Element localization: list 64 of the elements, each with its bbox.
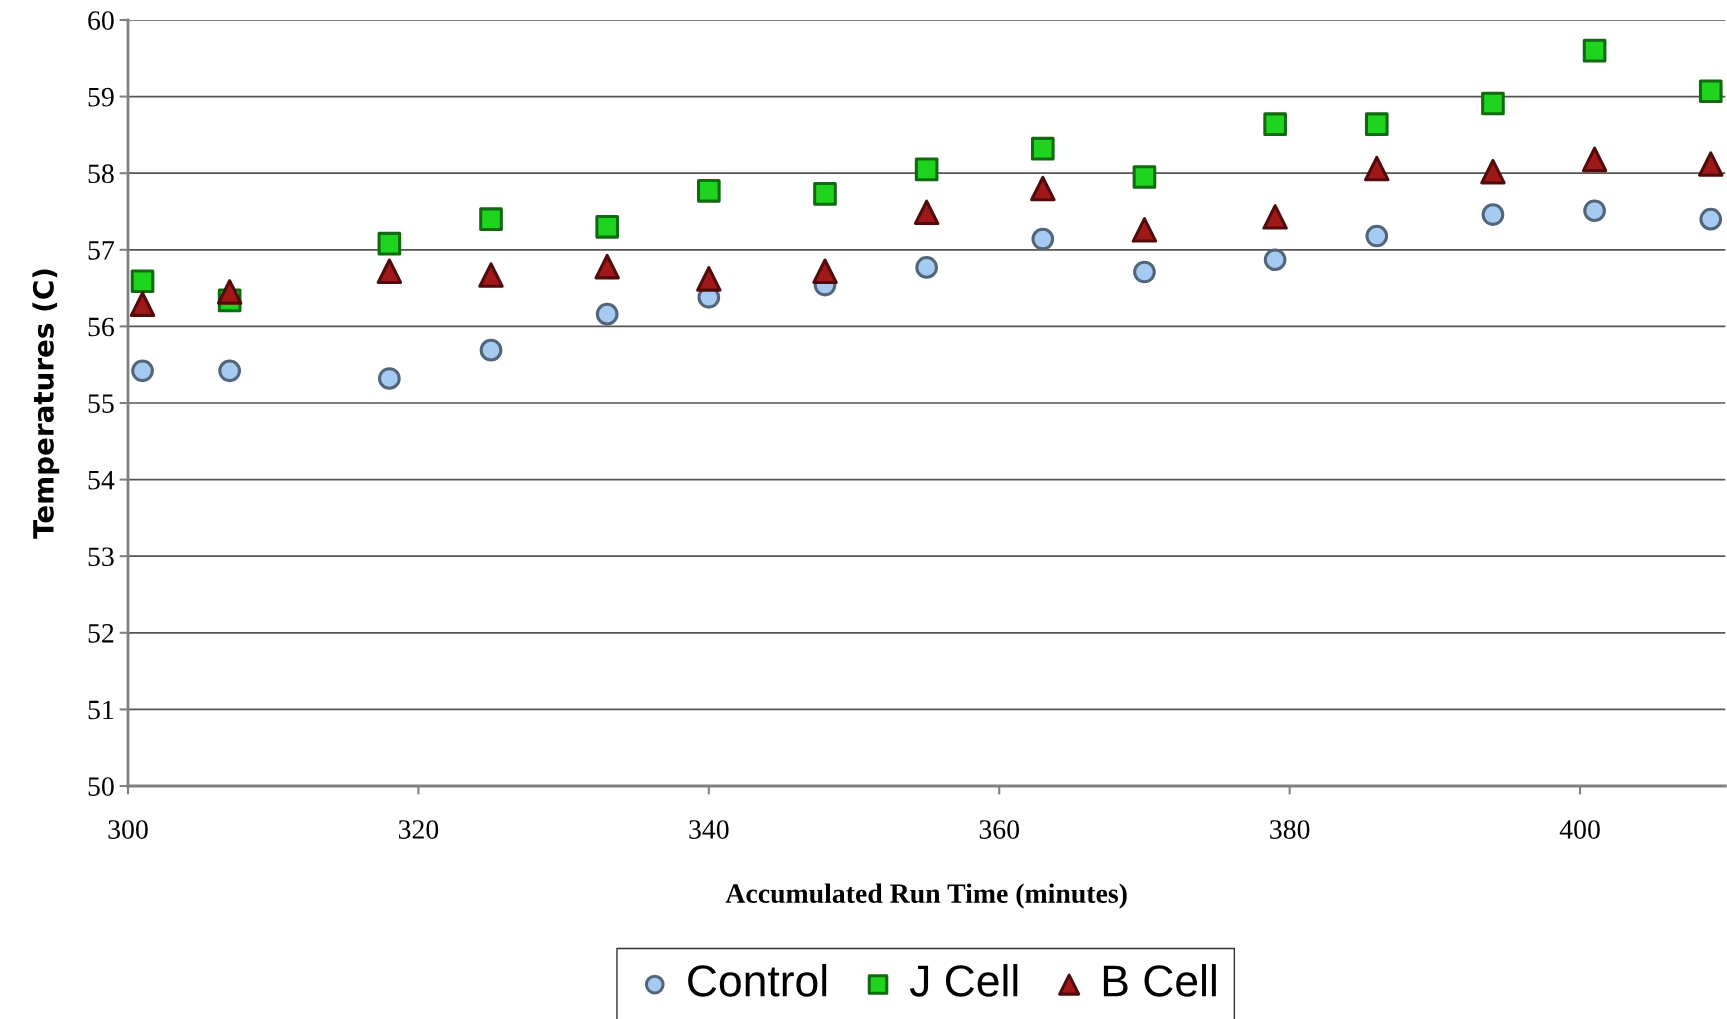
point <box>696 266 722 292</box>
point <box>1480 158 1506 185</box>
point <box>478 262 504 288</box>
legend-label: B Cell <box>1103 964 1216 997</box>
y-tick-label: 57 <box>88 241 115 260</box>
y-tick-label: 53 <box>88 547 114 567</box>
x-tick-label: 300 <box>108 820 148 839</box>
y-tick-label: 51 <box>88 700 114 720</box>
y-tick-label: 55 <box>88 394 114 413</box>
y-tick-label: 56 <box>88 317 114 337</box>
point <box>378 367 401 390</box>
x-tick-label: 340 <box>689 820 729 839</box>
x-tick-label: 380 <box>1270 820 1310 839</box>
point <box>594 253 620 280</box>
y-tick-label: 60 <box>88 11 114 30</box>
y-tick-label: 54 <box>88 470 115 490</box>
point <box>595 214 620 239</box>
point <box>1364 112 1389 137</box>
point <box>697 178 721 203</box>
point <box>1132 165 1157 189</box>
y-tick-label: 52 <box>88 624 114 643</box>
point <box>479 338 503 362</box>
point <box>914 157 939 182</box>
point <box>376 258 403 284</box>
point <box>1698 79 1723 104</box>
point <box>1364 155 1390 182</box>
point <box>1131 217 1158 243</box>
point <box>1262 204 1288 230</box>
y-tick-label: 58 <box>88 164 114 184</box>
y-tick-label: 50 <box>88 777 114 796</box>
point <box>1583 199 1606 223</box>
x-tick-label: 320 <box>398 820 439 839</box>
point <box>1263 112 1287 137</box>
point <box>218 359 241 383</box>
point <box>479 207 503 231</box>
point <box>915 256 938 279</box>
point <box>1581 146 1608 173</box>
x-tick-label: 360 <box>979 820 1020 839</box>
point <box>1263 248 1287 272</box>
point <box>595 302 619 326</box>
legend-label: J Cell <box>909 964 1018 997</box>
point <box>1031 227 1055 251</box>
point <box>1698 151 1724 177</box>
point <box>813 182 837 206</box>
x-axis-title: Accumulated Run Time (minutes) <box>725 883 1127 909</box>
point <box>377 231 402 256</box>
point <box>129 291 156 317</box>
point <box>913 199 940 225</box>
point <box>1481 203 1505 226</box>
point <box>216 279 243 305</box>
point <box>130 269 155 294</box>
y-axis-title: Temperatures (C) <box>32 269 60 539</box>
point <box>1699 207 1723 231</box>
point <box>1365 224 1389 248</box>
x-tick-label: 400 <box>1559 820 1600 839</box>
point <box>812 258 838 284</box>
point <box>1481 91 1505 116</box>
y-tick-label: 59 <box>88 87 114 107</box>
point <box>131 359 154 383</box>
point <box>1582 38 1607 63</box>
point <box>1030 175 1056 202</box>
point <box>1030 136 1055 161</box>
legend-label: Control <box>688 964 827 997</box>
point <box>1133 260 1156 284</box>
